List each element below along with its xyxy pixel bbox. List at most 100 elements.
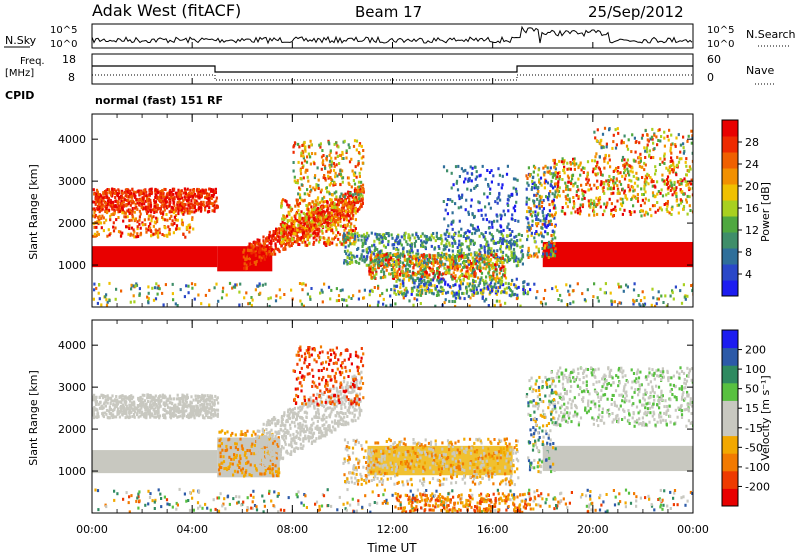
- power-echo: [151, 191, 153, 194]
- power-echo: [440, 242, 442, 245]
- power-echo: [667, 169, 669, 172]
- power-echo: [117, 201, 119, 204]
- power-echo: [463, 262, 465, 265]
- power-echo: [326, 186, 328, 189]
- power-echo: [417, 249, 419, 252]
- power-echo: [501, 214, 503, 217]
- power-echo: [282, 235, 284, 238]
- power-echo: [477, 276, 479, 279]
- power-echo: [459, 258, 461, 261]
- power-echo: [553, 242, 555, 245]
- power-echo: [320, 236, 322, 239]
- power-echo: [447, 291, 449, 294]
- power-echo: [651, 180, 653, 183]
- power-echo: [329, 242, 331, 245]
- power-echo: [169, 205, 171, 208]
- power-echo: [365, 242, 367, 245]
- power-echo: [143, 189, 145, 192]
- power-echo: [282, 221, 284, 224]
- power-echo: [259, 256, 261, 259]
- power-echo: [156, 220, 158, 223]
- power-echo: [147, 285, 149, 288]
- power-echo: [468, 295, 470, 298]
- power-echo: [185, 284, 187, 287]
- power-echo: [481, 214, 483, 217]
- power-echo: [603, 183, 605, 186]
- power-echo: [646, 173, 648, 176]
- power-echo: [535, 218, 537, 221]
- power-echo: [552, 238, 554, 241]
- power-echo: [321, 168, 323, 171]
- power-echo: [312, 243, 314, 246]
- power-echo: [141, 203, 143, 206]
- power-echo: [490, 264, 492, 267]
- power-echo: [554, 194, 556, 197]
- power-echo: [322, 300, 324, 303]
- power-echo: [528, 206, 530, 209]
- power-echo: [111, 213, 113, 216]
- power-echo: [502, 257, 504, 260]
- power-echo: [338, 162, 340, 165]
- power-echo: [304, 159, 306, 162]
- power-echo: [282, 198, 284, 201]
- power-echo: [339, 220, 341, 223]
- power-echo: [217, 205, 219, 208]
- power-echo: [678, 212, 680, 215]
- power-echo: [95, 287, 97, 290]
- power-echo: [579, 210, 581, 213]
- power-echo: [181, 209, 183, 212]
- power-echo: [383, 271, 385, 274]
- power-echo: [166, 235, 168, 238]
- power-echo: [538, 250, 540, 253]
- power-echo: [338, 299, 340, 302]
- power-echo: [566, 185, 568, 188]
- power-echo: [613, 176, 615, 179]
- power-echo: [500, 225, 502, 228]
- power-echo: [98, 283, 100, 286]
- power-echo: [471, 271, 473, 274]
- power-echo: [360, 181, 362, 184]
- power-echo: [317, 198, 319, 201]
- power-echo: [337, 231, 339, 234]
- power-echo: [644, 214, 646, 217]
- power-echo: [140, 213, 142, 216]
- power-echo: [507, 223, 509, 226]
- power-echo: [378, 264, 380, 267]
- power-echo: [279, 288, 281, 291]
- power-echo: [310, 143, 312, 146]
- power-echo: [457, 188, 459, 191]
- power-echo: [556, 175, 558, 178]
- power-echo: [380, 262, 382, 265]
- power-echo: [517, 258, 519, 261]
- power-echo: [439, 265, 441, 268]
- power-echo: [386, 264, 388, 267]
- power-echo: [110, 194, 112, 197]
- power-echo: [334, 165, 336, 168]
- power-echo: [280, 232, 282, 235]
- power-echo: [440, 278, 442, 281]
- power-echo: [462, 266, 464, 269]
- power-echo: [150, 214, 152, 217]
- power-echo: [350, 297, 352, 300]
- power-echo: [497, 241, 499, 244]
- power-echo: [426, 235, 428, 238]
- power-echo: [322, 225, 324, 228]
- power-echo: [208, 201, 210, 204]
- power-echo: [559, 186, 561, 189]
- power-echo: [629, 165, 631, 168]
- power-echo: [318, 228, 320, 231]
- power-echo: [104, 193, 106, 196]
- power-echo: [273, 230, 275, 233]
- power-echo: [535, 222, 537, 225]
- power-echo: [402, 250, 404, 253]
- power-echo: [337, 218, 339, 221]
- power-echo: [533, 283, 535, 286]
- power-echo: [334, 175, 336, 178]
- power-echo: [239, 283, 241, 286]
- power-echo: [390, 304, 392, 307]
- power-echo: [564, 212, 566, 215]
- power-echo: [98, 193, 100, 196]
- power-echo: [532, 220, 534, 223]
- power-echo: [632, 171, 634, 174]
- power-echo: [398, 242, 400, 245]
